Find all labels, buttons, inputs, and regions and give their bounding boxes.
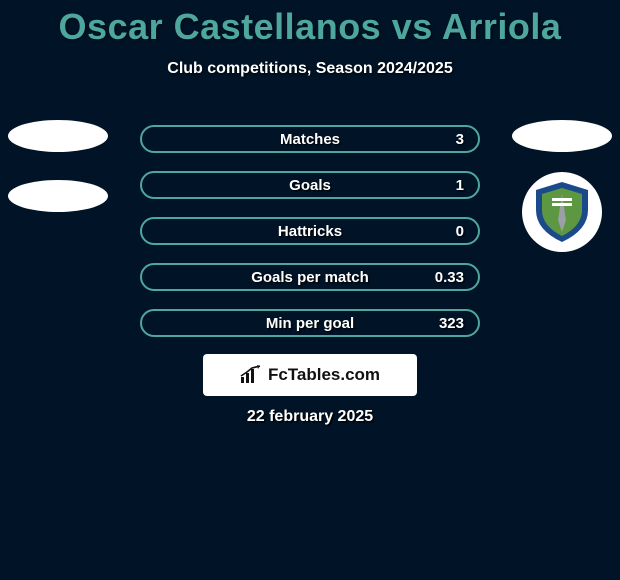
stat-value-right: 1: [456, 177, 464, 194]
stat-value-right: 3: [456, 131, 464, 148]
sounders-logo-icon: [530, 180, 594, 244]
stat-value-right: 0: [456, 223, 464, 240]
stat-bar-min-per-goal: Min per goal 323: [140, 309, 480, 337]
stat-label: Goals per match: [251, 269, 369, 286]
right-badge-1: [512, 120, 612, 152]
date-text: 22 february 2025: [0, 408, 620, 426]
left-player-badges: [8, 120, 108, 212]
stat-label: Goals: [289, 177, 331, 194]
brand-text: FcTables.com: [268, 365, 380, 385]
stat-value-right: 323: [439, 315, 464, 332]
right-player-badges: [512, 120, 612, 252]
stat-bar-goals-per-match: Goals per match 0.33: [140, 263, 480, 291]
page-title: Oscar Castellanos vs Arriola: [0, 0, 620, 48]
stat-bar-hattricks: Hattricks 0: [140, 217, 480, 245]
stat-label: Matches: [280, 131, 340, 148]
brand-badge: FcTables.com: [203, 354, 417, 396]
stat-bar-matches: Matches 3: [140, 125, 480, 153]
right-badge-sounders: [522, 172, 602, 252]
stat-label: Min per goal: [266, 315, 354, 332]
left-badge-2: [8, 180, 108, 212]
subtitle: Club competitions, Season 2024/2025: [0, 60, 620, 78]
stat-value-right: 0.33: [435, 269, 464, 286]
stat-bar-goals: Goals 1: [140, 171, 480, 199]
chart-icon: [240, 365, 262, 385]
stat-label: Hattricks: [278, 223, 342, 240]
stats-bars: Matches 3 Goals 1 Hattricks 0 Goals per …: [140, 125, 480, 337]
left-badge-1: [8, 120, 108, 152]
